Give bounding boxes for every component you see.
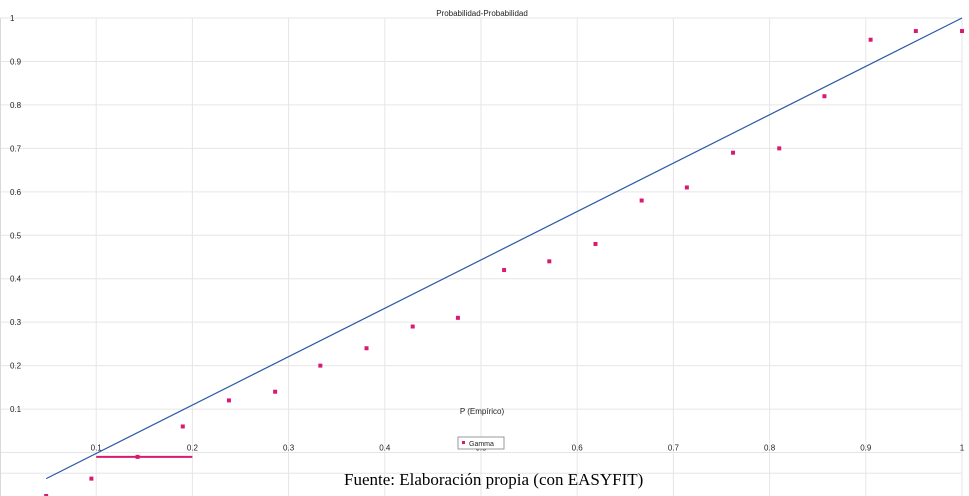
x-tick-label: 0.2 bbox=[187, 444, 199, 453]
data-points bbox=[44, 29, 964, 496]
reference-line-group bbox=[45, 17, 963, 480]
x-tick-label: 0.7 bbox=[668, 444, 680, 453]
x-tick-label: 0.8 bbox=[764, 444, 776, 453]
x-axis-title: P (Empírico) bbox=[460, 407, 505, 416]
data-point bbox=[44, 494, 49, 496]
data-point bbox=[410, 324, 415, 329]
x-tick-label: 0.3 bbox=[283, 444, 295, 453]
y-tick-label: 0.6 bbox=[10, 188, 22, 197]
legend-marker bbox=[462, 441, 465, 444]
y-tick-label: 0.3 bbox=[10, 318, 22, 327]
data-point bbox=[273, 389, 278, 394]
legend: Gamma bbox=[457, 436, 505, 450]
x-tick-label: 0.9 bbox=[860, 444, 872, 453]
data-point bbox=[135, 454, 140, 459]
x-tick-label: 0.1 bbox=[91, 444, 103, 453]
legend-box bbox=[457, 436, 505, 450]
data-point bbox=[547, 259, 552, 264]
y-tick-label: 0.7 bbox=[10, 144, 22, 153]
data-point bbox=[960, 29, 964, 34]
data-point bbox=[318, 363, 323, 368]
data-point bbox=[226, 398, 231, 403]
data-point bbox=[364, 346, 369, 351]
data-point bbox=[684, 185, 689, 190]
x-tick-labels: 0.10.20.30.40.50.60.70.80.91 bbox=[91, 444, 965, 453]
y-tick-label: 0.4 bbox=[10, 275, 22, 284]
x-tick-label: 0.4 bbox=[379, 444, 391, 453]
x-tick-label: 1 bbox=[960, 444, 965, 453]
chart-title: Probabilidad-Probabilidad bbox=[436, 9, 528, 18]
data-point bbox=[731, 150, 736, 155]
reference-line bbox=[45, 17, 963, 480]
y-tick-label: 1 bbox=[10, 14, 15, 23]
data-point bbox=[639, 198, 644, 203]
y-tick-label: 0.8 bbox=[10, 101, 22, 110]
y-tick-label: 0.2 bbox=[10, 362, 22, 371]
data-point bbox=[593, 241, 598, 246]
y-tick-label: 0.1 bbox=[10, 405, 22, 414]
data-point bbox=[868, 37, 873, 42]
y-tick-label: 0.5 bbox=[10, 231, 22, 240]
x-tick-label: 0.6 bbox=[572, 444, 584, 453]
data-point bbox=[822, 94, 827, 99]
data-point bbox=[180, 424, 185, 429]
y-tick-label: 0.9 bbox=[10, 57, 22, 66]
data-point bbox=[455, 315, 460, 320]
grid-lines bbox=[0, 17, 963, 496]
legend-label: Gamma bbox=[469, 441, 494, 448]
data-point bbox=[89, 476, 94, 481]
data-point bbox=[913, 29, 918, 34]
figure-caption: Fuente: Elaboración propia (con EASYFIT) bbox=[344, 470, 644, 489]
data-point bbox=[502, 268, 507, 273]
data-point bbox=[777, 146, 782, 151]
y-tick-labels: 0.1 0.2 0.3 0.4 0.5 0.6 0.7 0.8 0.9 1 bbox=[10, 14, 22, 414]
